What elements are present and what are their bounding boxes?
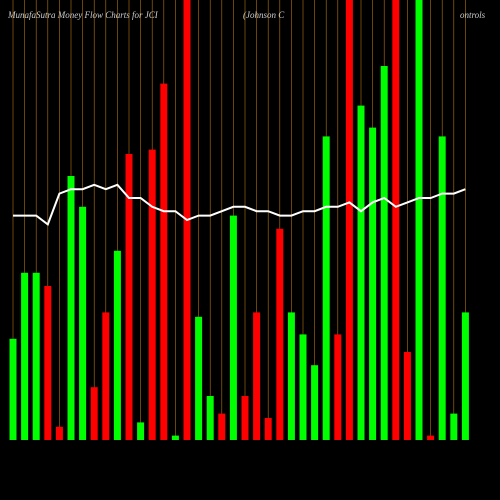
bar: [427, 435, 435, 440]
bar: [369, 127, 377, 440]
bar: [102, 312, 110, 440]
bar: [299, 334, 307, 440]
bar: [403, 352, 411, 440]
plot: [9, 0, 469, 440]
bar: [392, 0, 400, 440]
bar: [160, 83, 168, 440]
bar: [113, 250, 121, 440]
bar: [218, 413, 226, 440]
bar: [264, 418, 272, 440]
bar: [276, 228, 284, 440]
bar: [206, 396, 214, 440]
bar: [380, 66, 388, 440]
bar: [311, 365, 319, 440]
chart-title: MunafaSutra Money Flow Charts for JCI: [7, 10, 159, 20]
bar: [125, 154, 133, 440]
bar: [9, 338, 17, 440]
bar: [450, 413, 458, 440]
chart-title-part: ontrols: [460, 10, 486, 20]
bar: [32, 272, 40, 440]
bar: [322, 136, 330, 440]
bar: [357, 105, 365, 440]
bar: [438, 136, 446, 440]
bar: [287, 312, 295, 440]
bar: [345, 0, 353, 440]
bar: [148, 149, 156, 440]
bar: [241, 396, 249, 440]
bar: [229, 215, 237, 440]
bar: [44, 286, 52, 440]
bar: [90, 387, 98, 440]
money-flow-line: [13, 183, 466, 227]
bar: [21, 272, 29, 440]
bar: [137, 422, 145, 440]
bar: [171, 435, 179, 440]
bar: [195, 316, 203, 440]
chart-title-part: (Johnson C: [243, 10, 285, 20]
bar: [461, 312, 469, 440]
bar: [55, 426, 63, 440]
bar: [79, 206, 87, 440]
bar: [253, 312, 261, 440]
bar: [334, 334, 342, 440]
bar: [67, 176, 75, 440]
bar: [415, 0, 423, 440]
